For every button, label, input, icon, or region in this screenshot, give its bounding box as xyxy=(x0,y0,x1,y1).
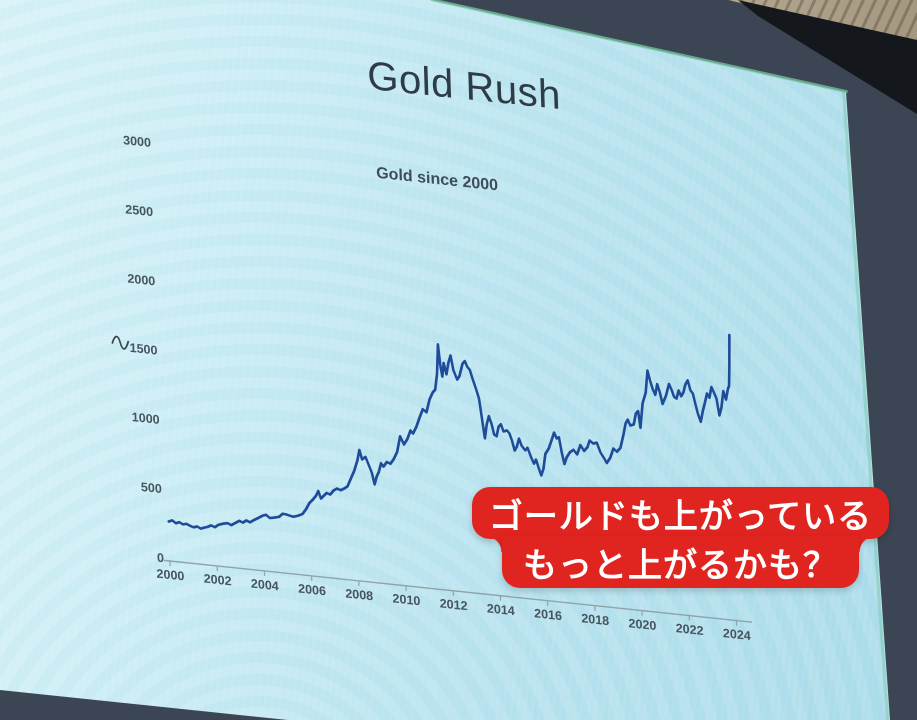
caption-line-1: ゴールドも上がっている xyxy=(472,487,889,539)
caption-fillet-left xyxy=(486,536,502,552)
squiggle-mark-icon xyxy=(111,335,130,350)
caption-line-2-row: もっと上がるかも？ xyxy=(472,536,889,588)
caption-fillet-right xyxy=(859,536,875,552)
x-axis-ticks xyxy=(169,560,738,626)
gold-price-line xyxy=(167,333,731,530)
caption-overlay: ゴールドも上がっている もっと上がるかも？ xyxy=(472,487,889,588)
caption-line-2: もっと上がるかも？ xyxy=(502,536,859,588)
x-axis-line xyxy=(163,559,753,623)
